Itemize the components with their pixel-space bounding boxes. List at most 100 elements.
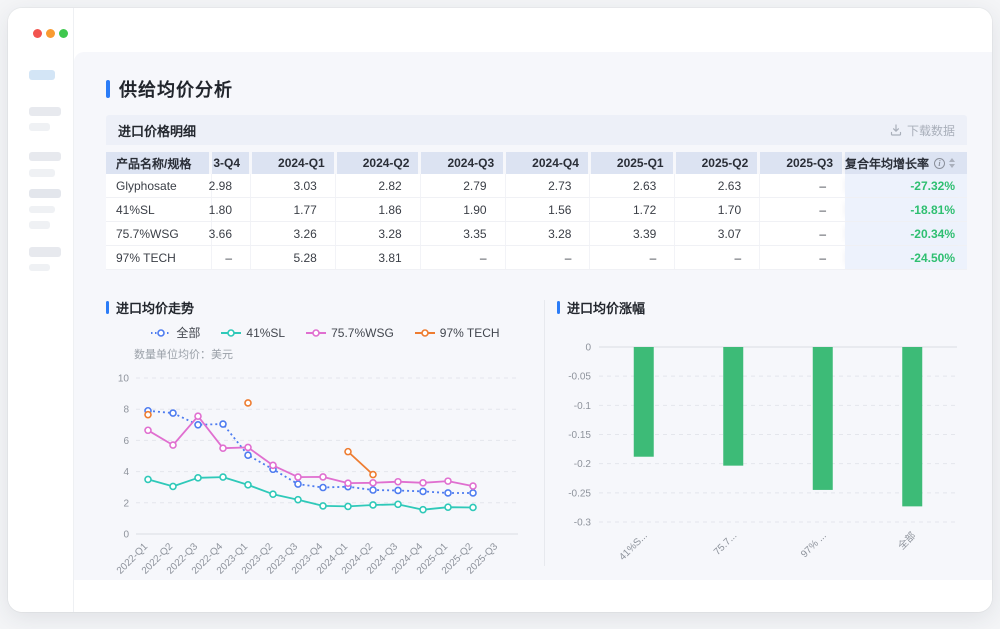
cell-value: – (419, 246, 503, 269)
growth-chart-title: 进口均价涨幅 (567, 301, 646, 316)
download-data-button[interactable]: 下载数据 (890, 122, 955, 139)
cell-product-name: 97% TECH (116, 250, 176, 265)
cell-value: 1.77 (250, 198, 333, 221)
svg-text:-0.15: -0.15 (568, 430, 591, 441)
legend-label: 97% TECH (439, 325, 500, 340)
cell-value: 2.98 (209, 174, 248, 197)
info-icon[interactable]: i (934, 157, 946, 169)
sidebar-skeleton-item (29, 107, 61, 116)
app-window: 供给均价分析 进口价格明细 下载数据 产品名称/规格 3-Q4 2024-Q1 202… (8, 8, 992, 612)
cell-value: 1.70 (674, 198, 757, 221)
svg-text:41%S...: 41%S... (617, 530, 650, 563)
cell-cagr: -20.34% (845, 222, 968, 245)
table-section-title: 进口价格明细 (118, 123, 197, 139)
cell-value: 3.66 (209, 222, 248, 245)
cell-value: – (504, 246, 588, 269)
cell-value: 2.79 (419, 174, 503, 197)
cell-product-name: 41%SL (116, 202, 155, 217)
column-header-quarter: 2024-Q1 (252, 152, 334, 174)
svg-text:75.7...: 75.7... (712, 530, 739, 557)
cell-value: 1.56 (504, 198, 588, 221)
svg-text:-0.2: -0.2 (574, 459, 592, 470)
svg-text:-0.1: -0.1 (574, 401, 592, 412)
cell-cagr: -24.50% (845, 246, 968, 269)
svg-text:-0.25: -0.25 (568, 488, 591, 499)
cell-value: – (589, 246, 672, 269)
cell-value: – (674, 246, 757, 269)
cell-value: – (759, 174, 842, 197)
legend-label: 41%SL (246, 325, 286, 340)
legend-item[interactable]: 全部 (150, 324, 200, 341)
main-area: 供给均价分析 进口价格明细 下载数据 产品名称/规格 3-Q4 2024-Q1 202… (73, 8, 992, 612)
svg-text:10: 10 (118, 374, 130, 385)
cell-value: 2.73 (504, 174, 588, 197)
title-accent-bar (106, 80, 110, 98)
cell-value: 3.28 (504, 222, 588, 245)
legend-label: 全部 (176, 326, 201, 340)
legend-marker-icon (306, 328, 327, 337)
import-price-table: 进口价格明细 下载数据 产品名称/规格 3-Q4 2024-Q1 2024-Q2 202… (106, 115, 968, 270)
chart-accent-bar (106, 301, 109, 314)
cell-value: 1.72 (589, 198, 672, 221)
content-panel: 供给均价分析 进口价格明细 下载数据 产品名称/规格 3-Q4 2024-Q1 202… (74, 52, 992, 580)
svg-text:97% ...: 97% ... (799, 530, 829, 560)
svg-text:0: 0 (585, 343, 591, 354)
table-body: Glyphosate 2.98 3.03 2.82 2.79 2.73 2.63 2.63– -… (106, 174, 968, 270)
growth-chart-block: 进口均价涨幅 0 -0.05 -0.1 -0.15 -0.2 -0.25 -0.3 41%S.… (545, 298, 967, 580)
svg-text:-0.05: -0.05 (568, 372, 591, 383)
table-row: 75.7%WSG 3.66 3.26 3.28 3.35 3.28 3.39 3.07– -20… (106, 222, 968, 246)
close-window-button[interactable] (33, 29, 42, 38)
download-icon (890, 124, 902, 136)
cell-product-name: 75.7%WSG (116, 226, 179, 241)
sidebar-skeleton-item (29, 247, 61, 257)
cell-value: 3.07 (674, 222, 757, 245)
charts-divider (544, 300, 545, 566)
column-header-product: 产品名称/规格 (106, 152, 209, 174)
sidebar-skeleton-item (29, 123, 50, 131)
window-controls (33, 29, 68, 38)
page-title: 供给均价分析 (119, 80, 233, 100)
line-chart[interactable]: 02468102022-Q12022-Q22022-Q32022-Q42023-… (106, 362, 530, 580)
column-header-quarter: 2024-Q2 (336, 152, 419, 174)
chart-accent-bar (557, 301, 560, 314)
legend-marker-icon (414, 328, 435, 337)
minimize-window-button[interactable] (46, 29, 55, 38)
table-header-row: 产品名称/规格 3-Q4 2024-Q1 2024-Q2 2024-Q3 2024-Q4 2… (106, 152, 968, 174)
cell-value: 2.63 (589, 174, 672, 197)
cell-product-name: Glyphosate (116, 178, 177, 193)
legend-item[interactable]: 97% TECH (414, 324, 500, 341)
column-header-quarter: 2025-Q1 (590, 152, 673, 174)
svg-text:0: 0 (123, 530, 129, 541)
cell-value: – (211, 246, 248, 269)
cell-value: 3.39 (589, 222, 672, 245)
svg-text:8: 8 (123, 405, 129, 416)
column-header-quarter: 2024-Q3 (421, 152, 504, 174)
column-header-quarter: 2025-Q2 (675, 152, 758, 174)
legend-label: 75.7%WSG (331, 325, 394, 340)
svg-text:4: 4 (123, 467, 129, 478)
cell-value: 3.03 (250, 174, 333, 197)
legend-item[interactable]: 41%SL (220, 324, 285, 341)
column-header-cagr[interactable]: 复合年均增长率 i (845, 152, 968, 174)
sidebar-skeleton-item (29, 264, 50, 271)
cell-cagr: -18.81% (845, 198, 968, 221)
cell-value: 1.90 (419, 198, 503, 221)
cell-value: 3.28 (334, 222, 418, 245)
sidebar (8, 8, 73, 612)
cell-value: – (759, 222, 842, 245)
cell-value: 2.63 (674, 174, 757, 197)
cell-value: 3.35 (419, 222, 503, 245)
sidebar-skeleton-item (29, 189, 61, 198)
bar-chart[interactable]: 0 -0.05 -0.1 -0.15 -0.2 -0.25 -0.3 41%S... 75.7.… (557, 333, 967, 571)
cell-value: – (759, 198, 842, 221)
cell-value: – (759, 246, 842, 269)
bottom-bar (74, 580, 992, 612)
cell-cagr: -27.32% (845, 174, 968, 197)
sort-icon[interactable] (949, 158, 956, 168)
chart-legend: 全部 41%SL 75.7%WSG 97% TECH (106, 324, 544, 341)
legend-marker-icon (221, 328, 242, 337)
legend-item[interactable]: 75.7%WSG (305, 324, 394, 341)
trend-chart-title: 进口均价走势 (116, 301, 195, 316)
cell-value: 1.86 (334, 198, 418, 221)
maximize-window-button[interactable] (59, 29, 68, 38)
